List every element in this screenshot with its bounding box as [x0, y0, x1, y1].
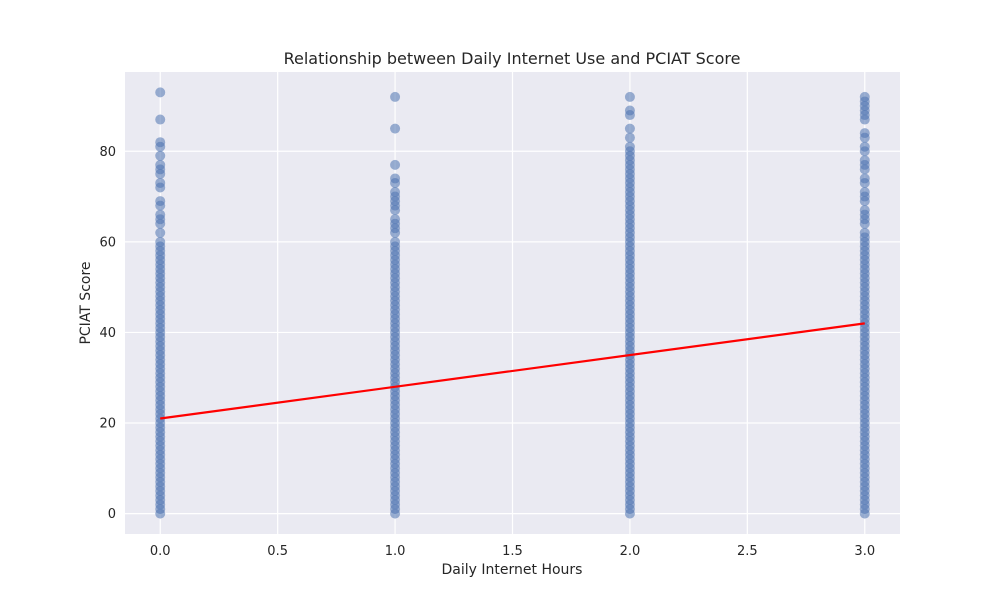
- data-point: [859, 508, 870, 519]
- y-tick-label: 40: [99, 326, 116, 341]
- data-point: [390, 91, 401, 102]
- data-points: [155, 87, 870, 519]
- data-point: [624, 508, 635, 519]
- x-tick-label: 0.0: [150, 544, 171, 559]
- data-point: [859, 114, 870, 125]
- data-point: [155, 218, 166, 229]
- data-point: [155, 182, 166, 193]
- data-point: [155, 141, 166, 152]
- x-tick-label: 2.0: [620, 544, 641, 559]
- data-point: [155, 168, 166, 179]
- data-point: [155, 227, 166, 238]
- data-point: [155, 200, 166, 211]
- x-tick-label: 1.0: [385, 544, 406, 559]
- data-point: [155, 150, 166, 161]
- data-point: [859, 164, 870, 175]
- y-tick-labels: 0 20 40 60 80: [99, 145, 116, 522]
- x-tick-label: 0.5: [267, 544, 288, 559]
- data-point: [390, 508, 401, 519]
- y-tick-label: 60: [99, 235, 116, 250]
- chart-title: Relationship between Daily Internet Use …: [284, 49, 741, 68]
- data-point: [390, 177, 401, 188]
- data-point: [155, 508, 166, 519]
- y-tick-label: 80: [99, 145, 116, 160]
- data-point: [624, 110, 635, 121]
- data-point: [859, 177, 870, 188]
- data-point: [624, 132, 635, 143]
- fit-line-group: [160, 322, 865, 420]
- data-point: [155, 114, 166, 125]
- x-tick-label: 3.0: [854, 544, 875, 559]
- data-point: [859, 196, 870, 207]
- data-point: [155, 87, 166, 98]
- x-axis-label: Daily Internet Hours: [442, 562, 583, 578]
- data-point: [390, 123, 401, 134]
- data-point: [624, 91, 635, 102]
- data-point: [624, 123, 635, 134]
- data-point: [859, 132, 870, 143]
- data-point: [390, 159, 401, 170]
- x-tick-label: 1.5: [502, 544, 523, 559]
- data-point: [390, 227, 401, 238]
- data-point: [859, 146, 870, 157]
- x-tick-labels: 0.0 0.5 1.0 1.5 2.0 2.5 3.0: [150, 544, 875, 559]
- regression-line: [160, 322, 865, 420]
- x-tick-label: 2.5: [737, 544, 758, 559]
- data-point: [390, 205, 401, 216]
- data-point: [859, 218, 870, 229]
- y-tick-label: 0: [108, 507, 116, 522]
- y-tick-label: 20: [99, 417, 116, 432]
- y-axis-label: PCIAT Score: [78, 261, 94, 344]
